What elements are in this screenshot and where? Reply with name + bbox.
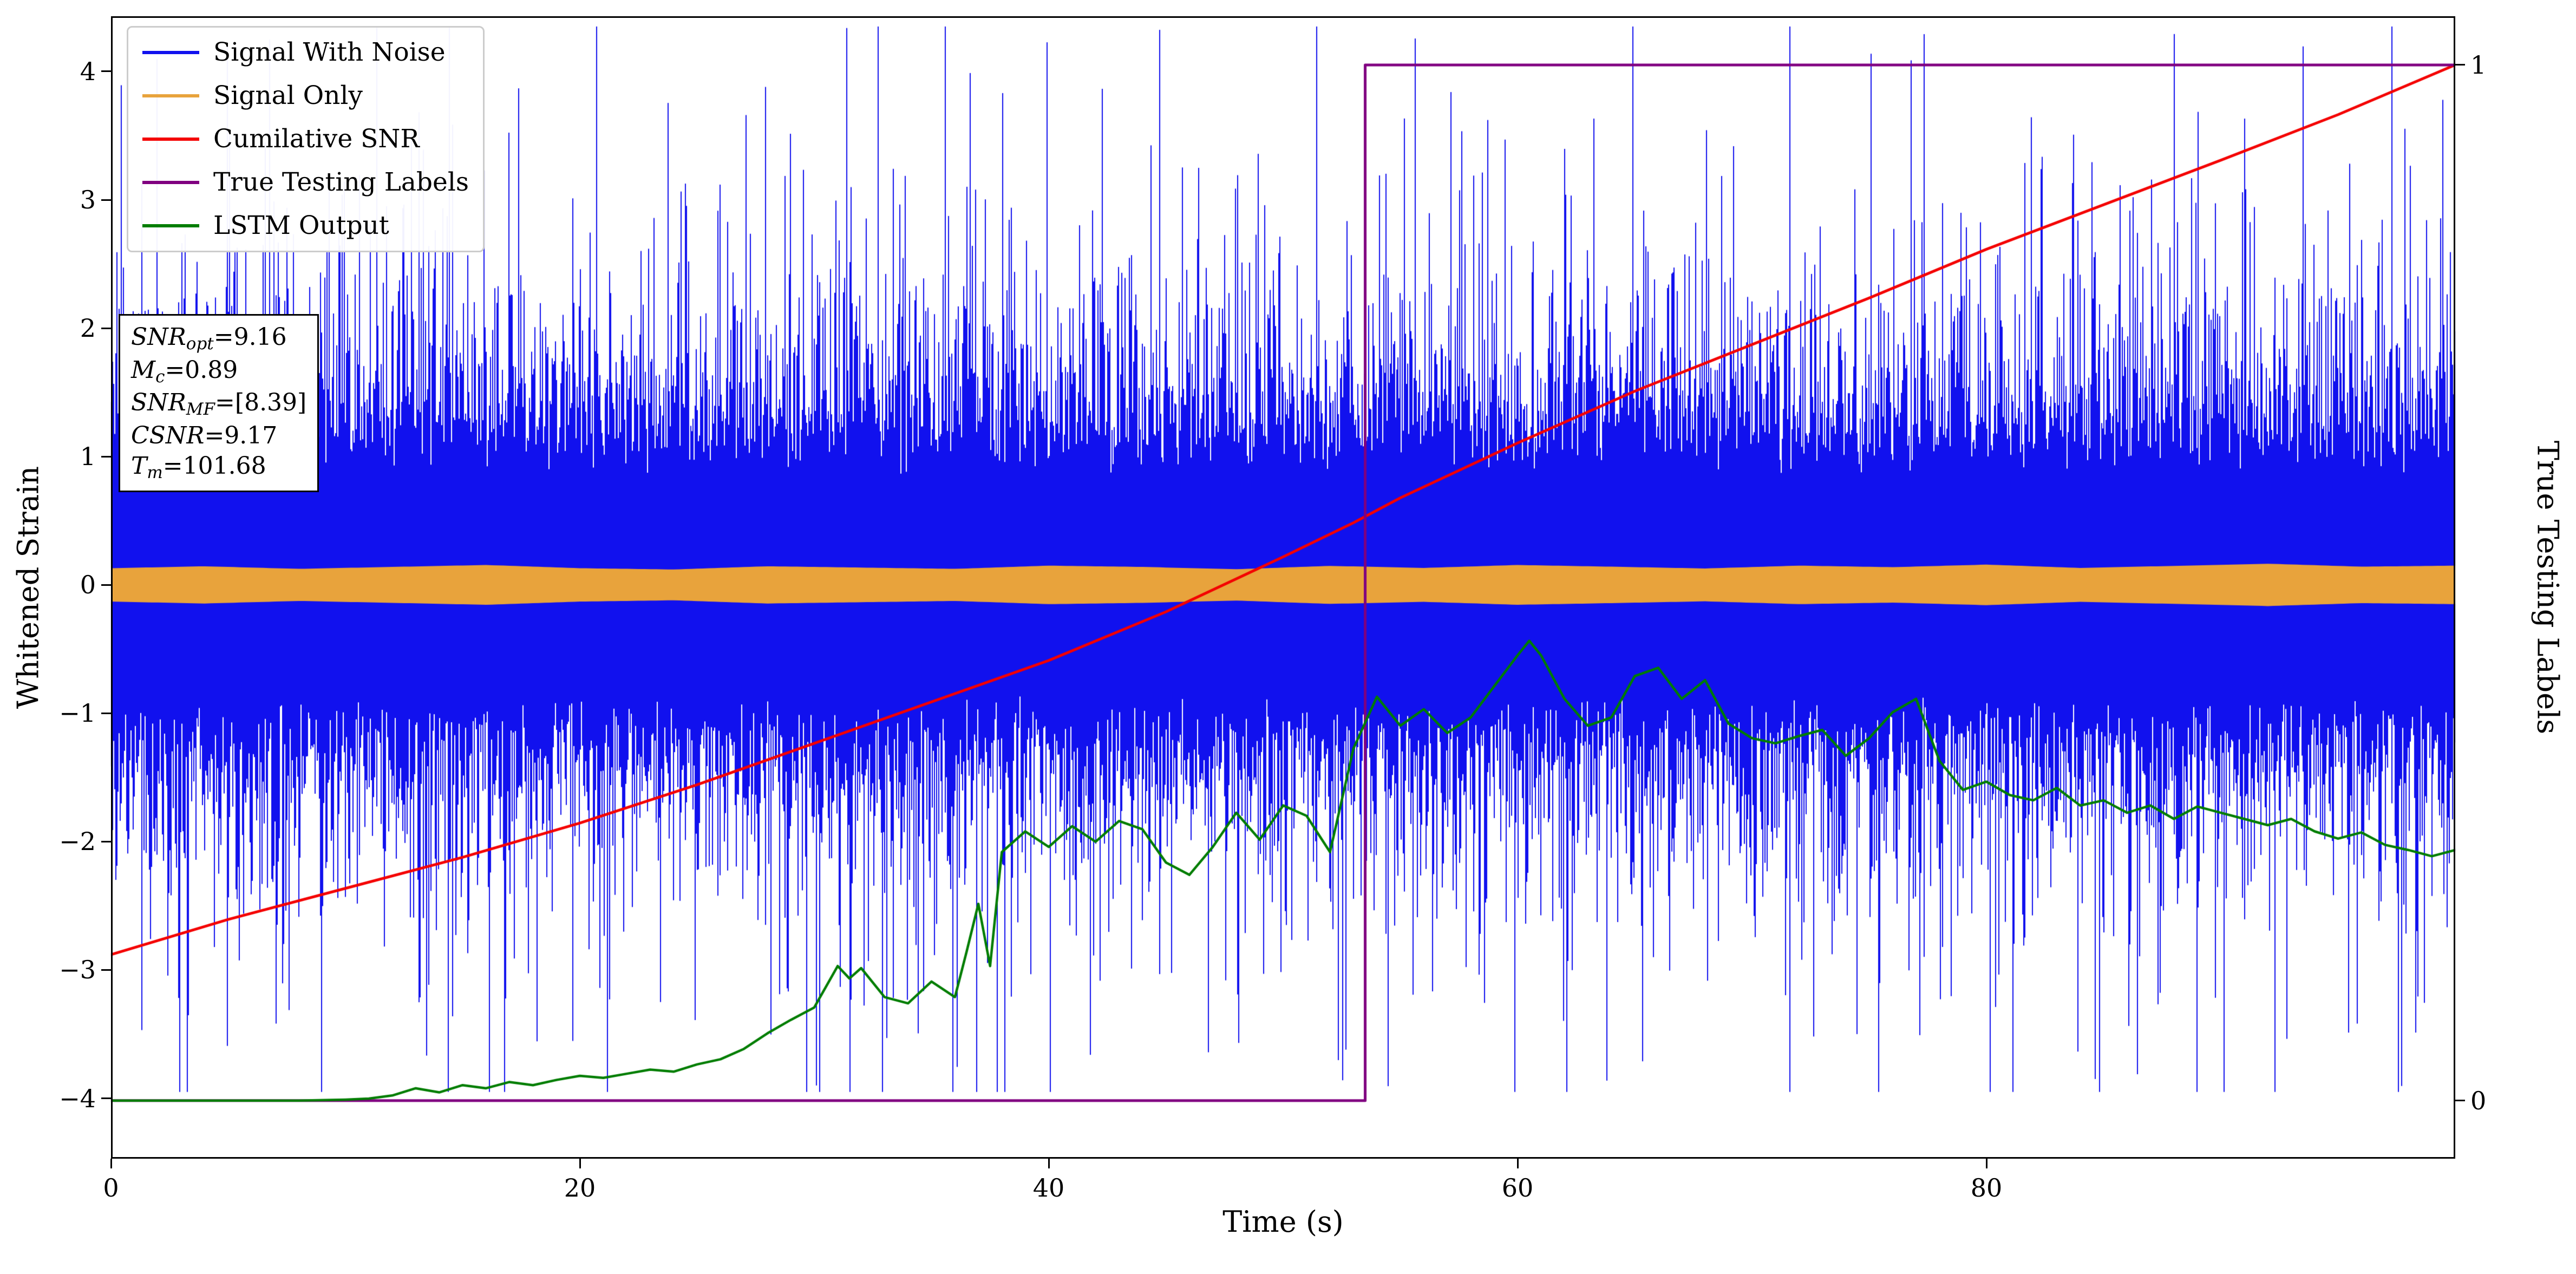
annotation-subscript: opt bbox=[186, 334, 214, 354]
y-axis-label-left: Whitened Strain bbox=[11, 466, 45, 709]
annotation-value: =0.89 bbox=[165, 356, 238, 384]
y-tick-label-right: 1 bbox=[2470, 50, 2487, 80]
annotation-value: =9.16 bbox=[213, 323, 287, 351]
legend-item-label: LSTM Output bbox=[213, 211, 389, 240]
y-tick-mark-left bbox=[101, 840, 111, 842]
annotation-line: Tm=101.68 bbox=[131, 451, 306, 484]
y-tick-label-right: 0 bbox=[2470, 1086, 2487, 1115]
legend-line-sample bbox=[142, 94, 199, 97]
y-tick-mark-left bbox=[101, 327, 111, 329]
annotation-variable: CSNR bbox=[131, 422, 205, 450]
annotation-line: SNRopt=9.16 bbox=[131, 322, 306, 355]
x-tick-mark bbox=[1985, 1159, 1987, 1168]
axes-frame bbox=[111, 16, 2455, 1159]
legend-line-sample bbox=[142, 138, 199, 141]
legend-item: Signal With Noise bbox=[142, 37, 469, 68]
legend-item-label: Signal Only bbox=[213, 81, 363, 110]
y-tick-mark-left bbox=[101, 199, 111, 201]
annotation-variable: T bbox=[131, 452, 147, 480]
y-tick-mark-left bbox=[101, 1097, 111, 1100]
annotation-line: SNRMF=[8.39] bbox=[131, 388, 306, 421]
y-tick-label-left: 0 bbox=[80, 570, 96, 600]
annotation-variable: SNR bbox=[131, 323, 186, 351]
annotation-subscript: c bbox=[155, 367, 165, 387]
y-tick-label-left: 3 bbox=[80, 185, 96, 215]
y-tick-mark-left bbox=[101, 584, 111, 586]
annotation-subscript: MF bbox=[186, 400, 215, 420]
y-tick-label-left: −2 bbox=[59, 827, 96, 857]
y-tick-mark-left bbox=[101, 70, 111, 73]
x-tick-label: 20 bbox=[564, 1173, 596, 1203]
legend-item: LSTM Output bbox=[142, 211, 469, 241]
y-tick-mark-left bbox=[101, 455, 111, 458]
x-tick-mark bbox=[1516, 1159, 1519, 1168]
y-tick-mark-right bbox=[2455, 64, 2465, 66]
y-tick-label-left: −4 bbox=[59, 1083, 96, 1113]
annotation-line: Mc=0.89 bbox=[131, 355, 306, 388]
y-tick-mark-left bbox=[101, 712, 111, 714]
legend: Signal With Noise Signal Only Cumilative S… bbox=[127, 26, 485, 252]
x-tick-mark bbox=[110, 1159, 112, 1168]
x-tick-mark bbox=[579, 1159, 581, 1168]
y-tick-label-left: −1 bbox=[59, 698, 96, 728]
x-tick-label: 0 bbox=[103, 1173, 119, 1203]
y-tick-label-left: 2 bbox=[80, 313, 96, 343]
x-tick-label: 60 bbox=[1501, 1173, 1534, 1203]
x-axis-label: Time (s) bbox=[1222, 1205, 1344, 1239]
legend-item: Signal Only bbox=[142, 81, 469, 111]
annotation-value: =[8.39] bbox=[215, 389, 307, 417]
legend-item: True Testing Labels bbox=[142, 167, 469, 198]
annotation-value: =101.68 bbox=[162, 452, 266, 480]
legend-item: Cumilative SNR bbox=[142, 124, 469, 154]
legend-item-label: Cumilative SNR bbox=[213, 124, 420, 154]
annotation-box: SNRopt=9.16 Mc=0.89 SNRMF=[8.39] CSNR=9.17 T… bbox=[119, 314, 319, 492]
annotation-value: =9.17 bbox=[204, 422, 278, 450]
legend-item-label: True Testing Labels bbox=[213, 167, 469, 197]
y-tick-label-left: −3 bbox=[59, 955, 96, 985]
legend-item-label: Signal With Noise bbox=[213, 37, 446, 67]
annotation-line: CSNR=9.17 bbox=[131, 421, 306, 451]
legend-line-sample bbox=[142, 224, 199, 227]
x-tick-label: 40 bbox=[1032, 1173, 1065, 1203]
x-tick-mark bbox=[1048, 1159, 1050, 1168]
y-tick-mark-left bbox=[101, 969, 111, 971]
y-tick-mark-right bbox=[2455, 1100, 2465, 1102]
x-tick-label: 80 bbox=[1970, 1173, 2003, 1203]
annotation-subscript: m bbox=[147, 463, 163, 483]
annotation-variable: SNR bbox=[131, 389, 186, 417]
y-tick-label-left: 4 bbox=[80, 56, 96, 86]
legend-line-sample bbox=[142, 181, 199, 184]
y-tick-label-left: 1 bbox=[80, 442, 96, 472]
y-axis-label-right: True Testing Labels bbox=[2531, 440, 2565, 735]
legend-line-sample bbox=[142, 51, 199, 54]
annotation-variable: M bbox=[131, 356, 156, 384]
